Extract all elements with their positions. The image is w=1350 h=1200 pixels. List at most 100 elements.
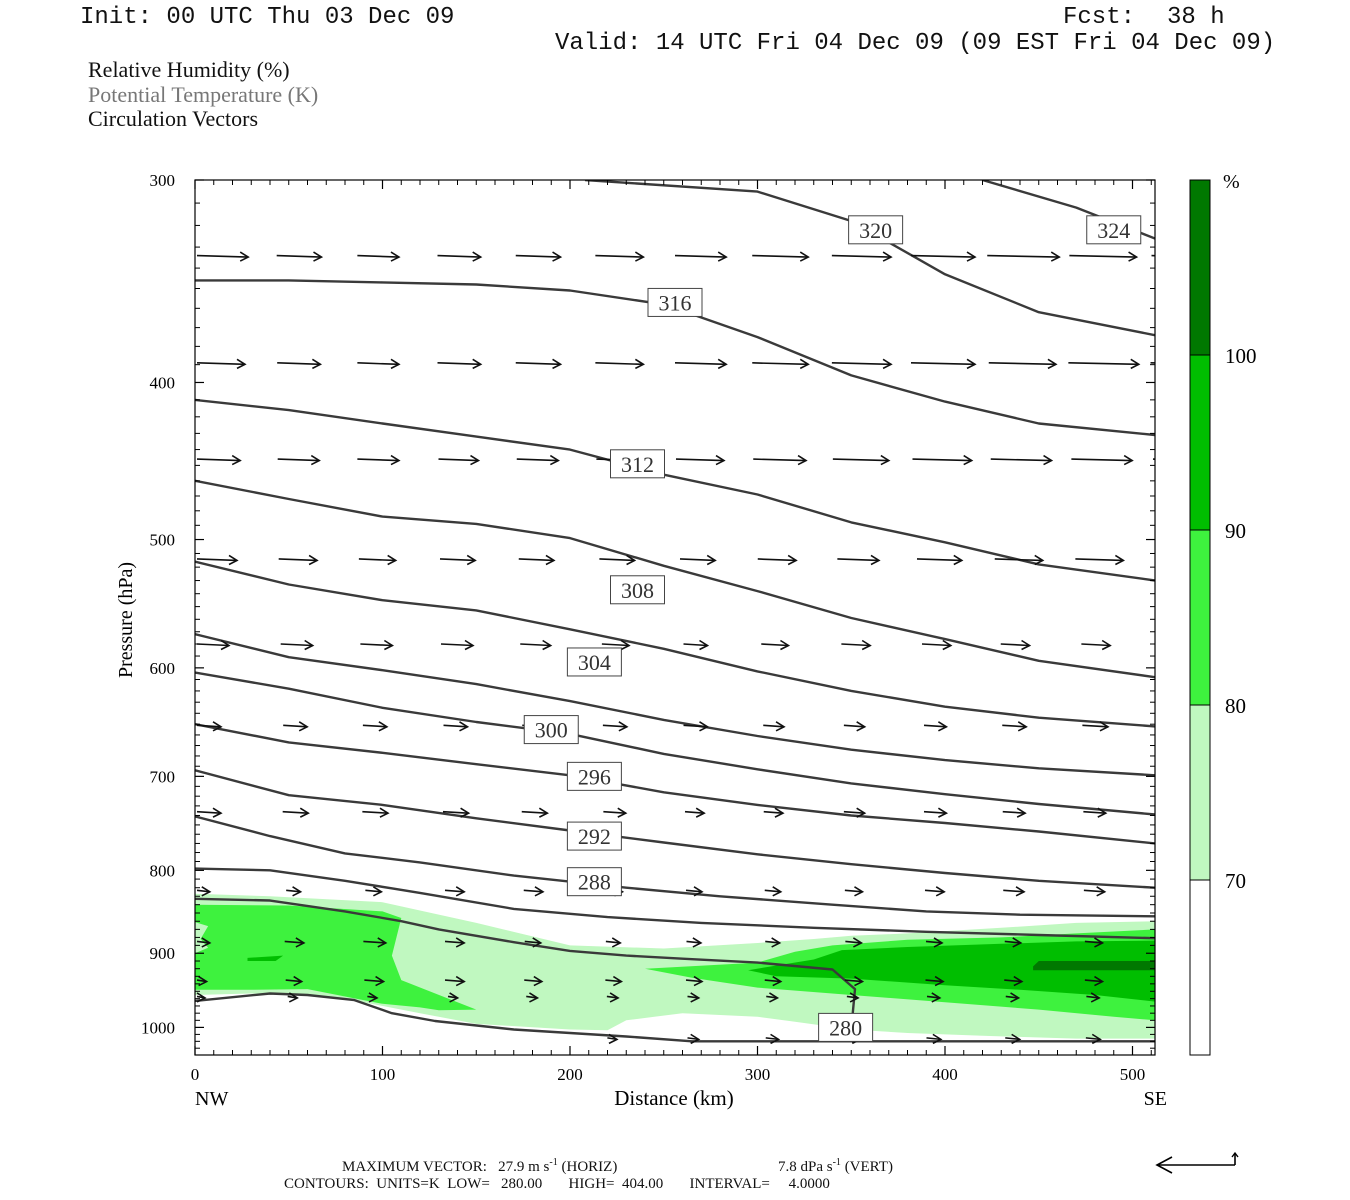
circulation-vector — [526, 992, 540, 1003]
vector-shaft — [832, 458, 889, 462]
vector-shaft — [684, 810, 705, 814]
vector-head — [780, 639, 791, 651]
circulation-vector — [683, 721, 710, 732]
vector-head — [304, 639, 315, 651]
contours-info: CONTOURS: UNITS=K LOW= 280.00 HIGH= 404.… — [284, 1176, 830, 1192]
colorbar-unit-label: % — [1223, 171, 1240, 193]
vector-head — [1017, 721, 1028, 732]
vector-shaft — [438, 458, 479, 462]
vector-shaft — [602, 724, 627, 728]
vector-shaft — [924, 889, 945, 893]
vector-head — [460, 807, 471, 818]
circulation-vector — [603, 807, 628, 818]
vector-head — [552, 358, 563, 370]
vector-head — [1097, 807, 1108, 818]
vector-shaft — [843, 810, 865, 814]
contour-label-box — [610, 449, 665, 479]
x-tick-label: 400 — [932, 1065, 958, 1084]
vector-head — [236, 358, 247, 370]
vector-head — [772, 975, 783, 987]
circulation-vector — [761, 639, 791, 651]
circulation-vector — [444, 886, 466, 897]
circulation-vector — [277, 454, 321, 466]
contour-label-320: 320 — [848, 215, 904, 245]
vector-head — [1176, 887, 1184, 896]
contour-label-296: 296 — [566, 761, 622, 791]
vector-head — [1013, 975, 1024, 987]
contour-label-text: 288 — [578, 870, 611, 895]
circulation-vector — [765, 1033, 781, 1045]
vector-head — [239, 251, 250, 262]
circulation-vector — [1084, 937, 1105, 948]
y-tick-label: 300 — [150, 171, 176, 190]
colorbar-segment — [1189, 354, 1211, 531]
vector-shaft — [444, 940, 465, 944]
vector-head — [693, 975, 704, 987]
circulation-vector — [752, 251, 810, 262]
circulation-vector — [444, 975, 466, 987]
vector-head — [856, 721, 867, 732]
y-tick-label: 700 — [150, 767, 176, 786]
legend-potential-temperature: Potential Temperature (K) — [88, 82, 319, 107]
legend-circulation-vectors: Circulation Vectors — [88, 106, 259, 131]
theta-contour-324 — [584, 180, 1155, 337]
vector-shaft — [285, 979, 302, 983]
vector-shaft — [752, 254, 809, 258]
vector-head — [1021, 639, 1032, 651]
vector-shaft — [196, 558, 238, 562]
vector-head — [212, 807, 223, 818]
vector-shaft — [443, 724, 468, 728]
circulation-vector — [357, 358, 401, 370]
vector-shaft — [763, 724, 785, 728]
vector-shaft — [1075, 558, 1124, 562]
circulation-vector — [278, 554, 319, 566]
vector-shaft — [1005, 995, 1019, 999]
vector-head — [699, 721, 710, 732]
circulation-vector — [1002, 807, 1027, 818]
vector-head — [856, 807, 867, 818]
circulation-vector — [841, 639, 872, 651]
circulation-vector — [837, 554, 881, 566]
circulation-vector — [523, 886, 545, 897]
circulation-vector — [1081, 639, 1112, 651]
vector-head — [472, 358, 483, 370]
vector-head — [1099, 721, 1110, 732]
contour-label-312: 312 — [610, 449, 665, 479]
vector-shaft — [925, 940, 943, 944]
contour-label-text: 308 — [621, 578, 654, 603]
vector-head — [706, 554, 717, 566]
vector-shaft — [277, 458, 320, 462]
vector-shaft — [1083, 810, 1106, 814]
theta-contour-308 — [195, 560, 1155, 728]
colorbar-segment — [1189, 179, 1211, 356]
circulation-vector — [987, 251, 1061, 262]
vector-shaft — [1068, 362, 1139, 366]
vector-shaft — [196, 458, 241, 462]
vector-head — [953, 554, 964, 566]
circulation-vector — [684, 807, 706, 818]
circulation-vector — [602, 721, 629, 732]
circulation-vector — [757, 554, 798, 566]
vector-head — [1050, 251, 1061, 262]
vector-shaft — [685, 979, 703, 983]
vector-shaft — [437, 254, 481, 258]
vector-shaft — [515, 362, 561, 366]
circulation-vector — [844, 975, 865, 987]
contour-label-text: 320 — [859, 218, 892, 243]
vector-shaft — [357, 254, 400, 258]
circulation-vector — [831, 358, 893, 370]
circulation-vector — [363, 937, 388, 948]
vector-head — [459, 721, 470, 732]
circulation-vector — [516, 454, 560, 466]
vector-head — [534, 886, 545, 897]
circulation-vector — [1083, 807, 1108, 818]
circulation-vector — [924, 886, 946, 897]
vector-head — [529, 992, 540, 1003]
contour-label-box — [848, 215, 904, 245]
contour-label-text: 304 — [578, 650, 611, 675]
theta-contour-280 — [195, 897, 857, 1029]
circulation-vector — [601, 639, 631, 651]
contour-label-308: 308 — [610, 575, 665, 605]
circulation-vector — [679, 554, 717, 566]
vector-shaft — [845, 940, 862, 944]
